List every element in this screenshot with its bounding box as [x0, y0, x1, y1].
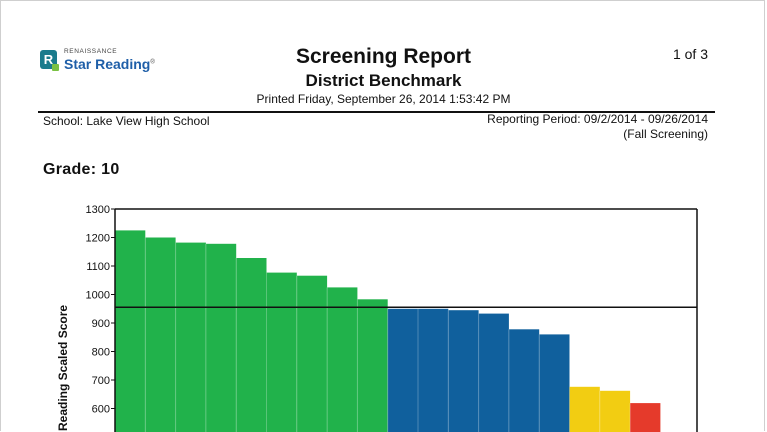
- chart-bar: [570, 387, 600, 432]
- chart-bar: [539, 334, 569, 432]
- chart-bar: [115, 230, 145, 432]
- chart-bar: [357, 299, 387, 432]
- y-tick-label: 800: [92, 347, 110, 359]
- chart-bar: [236, 258, 266, 432]
- chart-bar: [297, 276, 327, 432]
- chart-bar: [145, 238, 175, 432]
- y-tick-label: 1000: [86, 290, 110, 302]
- chart-bar: [630, 403, 660, 432]
- chart-bar: [176, 243, 206, 432]
- y-tick-label: 1100: [86, 261, 110, 273]
- chart-bar: [479, 314, 509, 432]
- chart-bar: [509, 329, 539, 432]
- y-tick-label: 1300: [86, 204, 110, 216]
- chart-bar: [448, 310, 478, 432]
- chart-bar: [600, 391, 630, 432]
- y-tick-label: 1200: [86, 233, 110, 245]
- y-axis-label: Reading Scaled Score: [56, 305, 70, 431]
- y-tick-label: 700: [92, 375, 110, 387]
- chart-bar: [418, 309, 448, 432]
- y-tick-label: 900: [92, 318, 110, 330]
- chart-bar: [267, 273, 297, 432]
- chart-bar: [388, 309, 418, 432]
- y-tick-label: 600: [92, 404, 110, 416]
- chart-bar: [206, 244, 236, 432]
- chart-bar: [327, 287, 357, 432]
